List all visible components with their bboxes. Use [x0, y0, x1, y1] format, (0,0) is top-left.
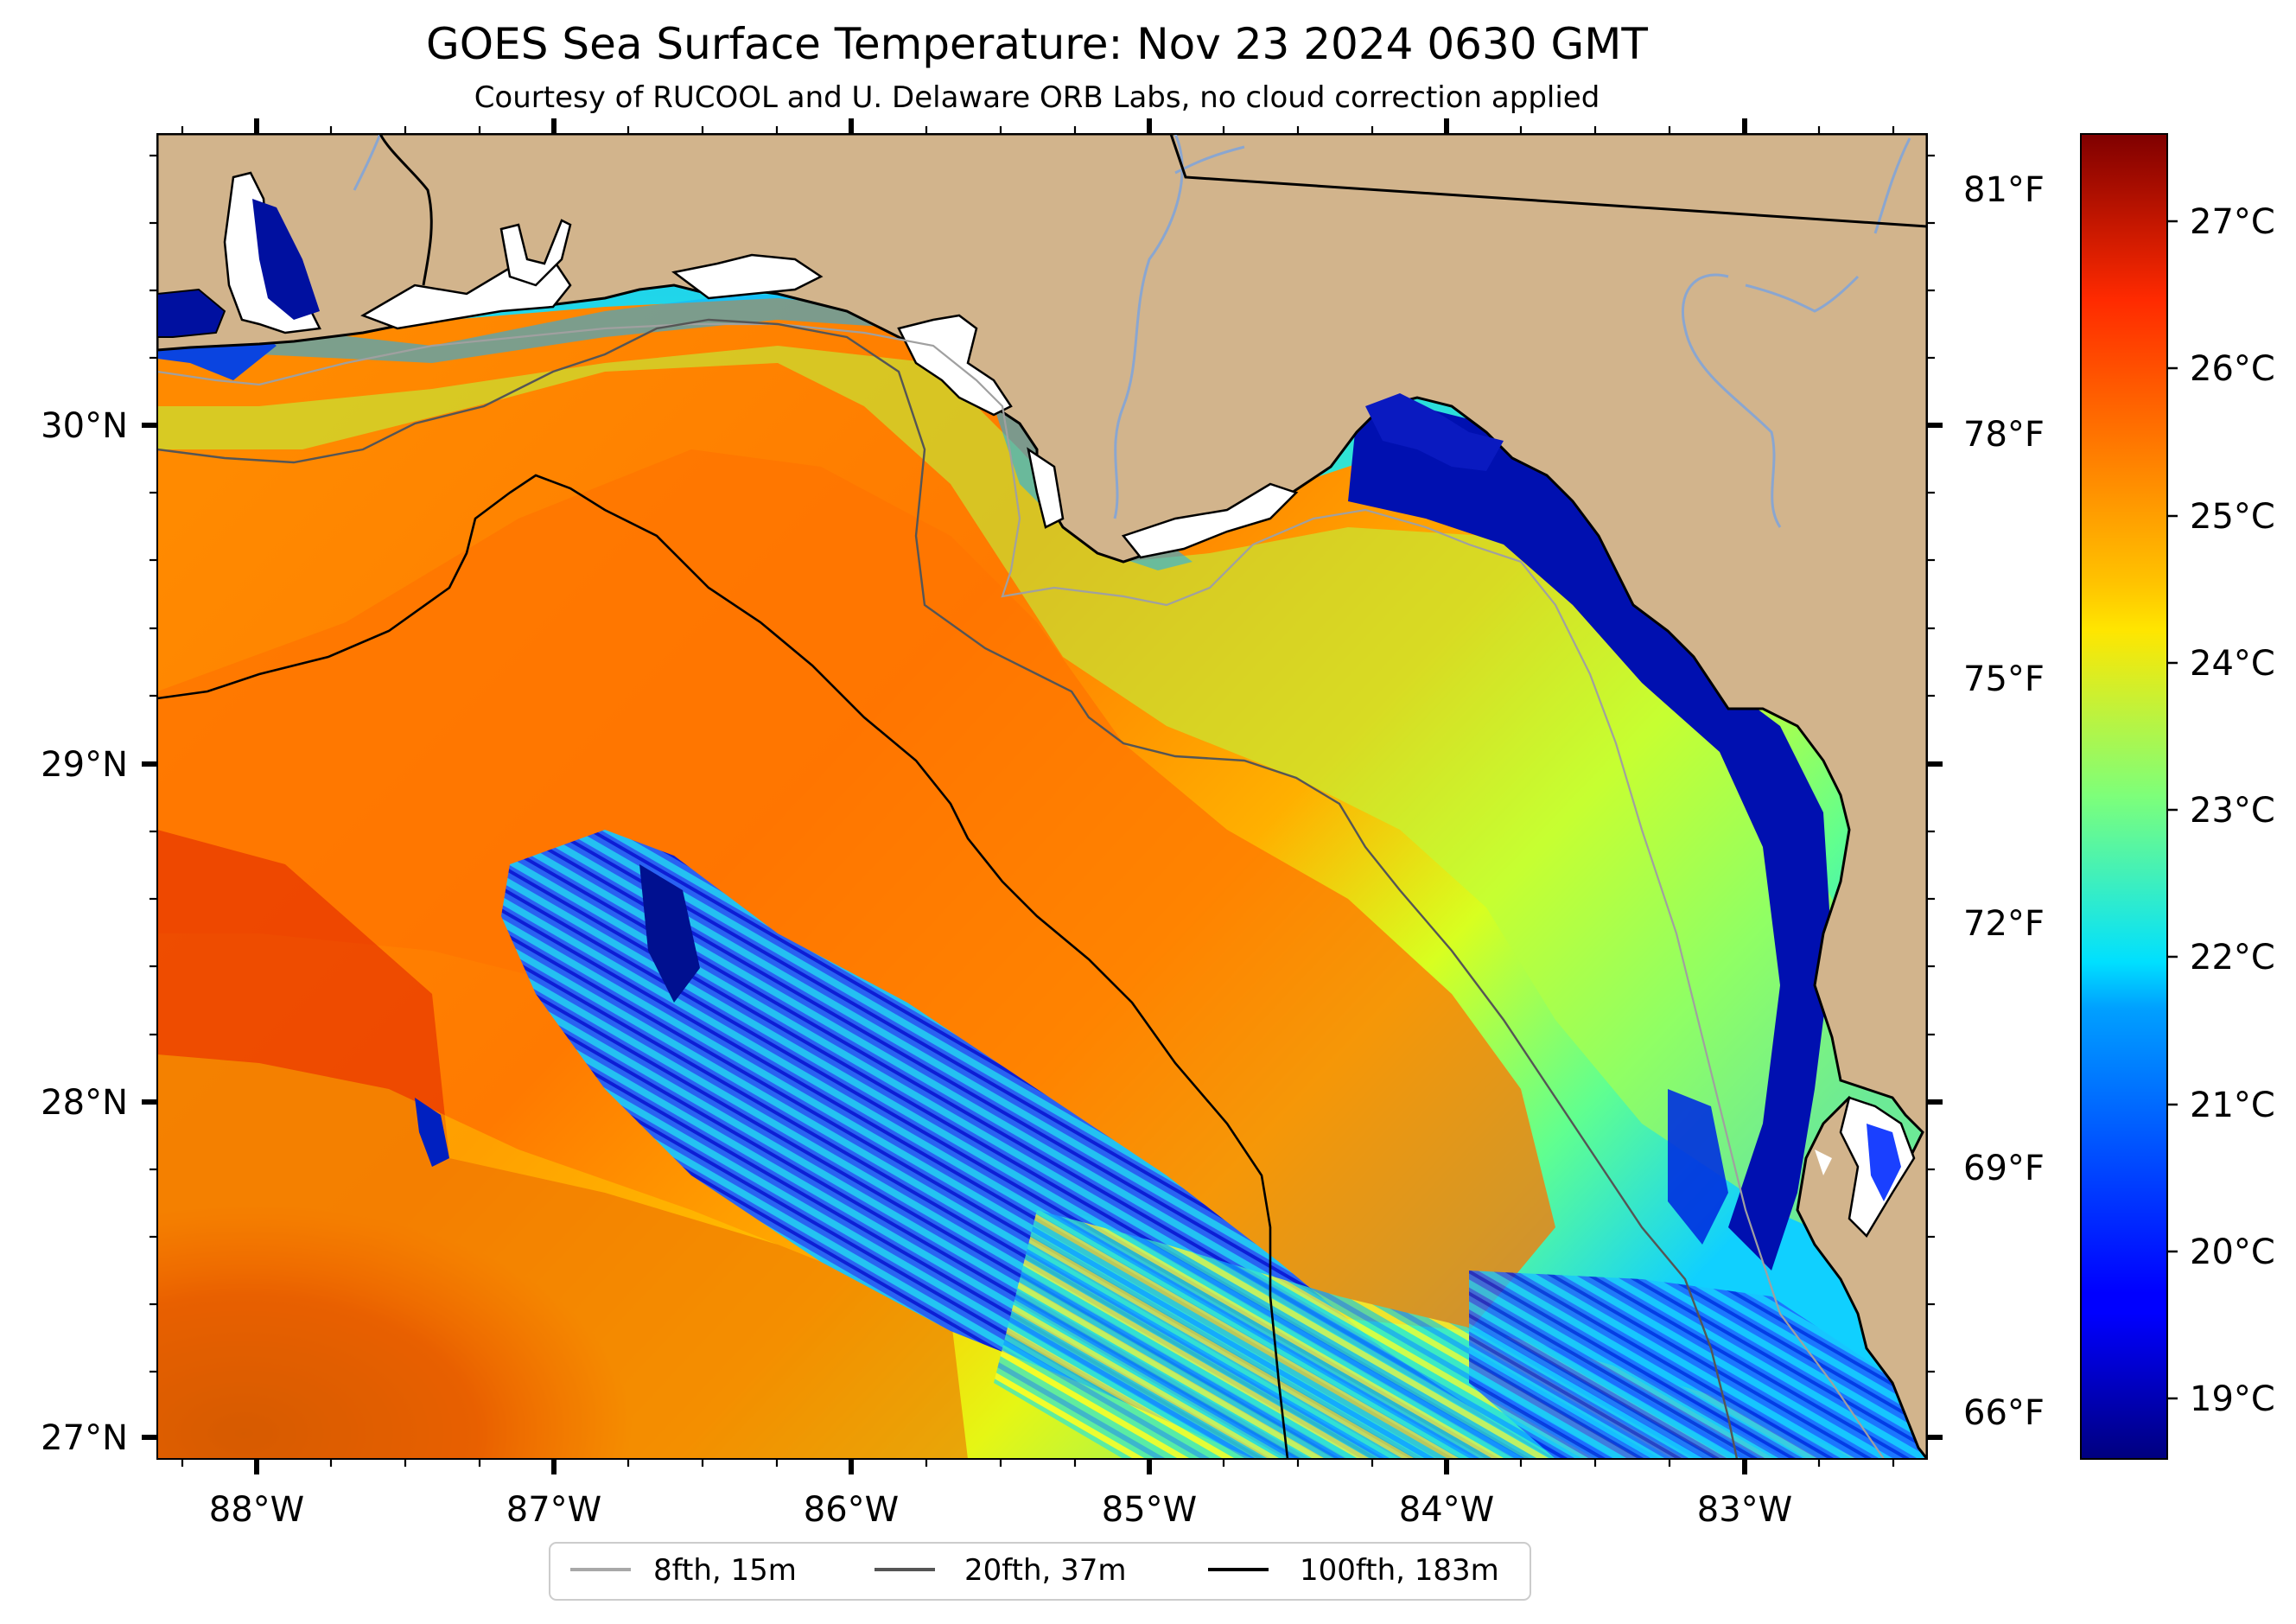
cloud-fleck [1815, 1150, 1832, 1175]
isobath-20fth [157, 318, 1739, 1459]
cbar-label-25c: 25°C [2190, 497, 2275, 537]
lon-label-88w: 88°W [209, 1490, 304, 1530]
lat-label-28n: 28°N [41, 1083, 128, 1123]
f-label-69: 69°F [1963, 1149, 2045, 1188]
lat-ticks [142, 154, 157, 1440]
cbar-label-21c: 21°C [2190, 1086, 2275, 1125]
cbar-label-26c: 26°C [2190, 349, 2275, 389]
lon-label-83w: 83°W [1697, 1490, 1792, 1530]
apalachee-bay-water [1365, 393, 1504, 471]
legend-label-8fth: 8fth, 15m [653, 1553, 797, 1588]
lon-label-85w: 85°W [1102, 1490, 1197, 1530]
chart-title: GOES Sea Surface Temperature: Nov 23 202… [426, 19, 1648, 69]
rivers [353, 134, 1911, 528]
isobath-8fth [157, 322, 1885, 1459]
choctawhatchee-bay [671, 253, 824, 300]
chart-subtitle: Courtesy of RUCOOL and U. Delaware ORB L… [474, 80, 1600, 115]
lat-label-29n: 29°N [41, 745, 128, 785]
lon-label-84w: 84°W [1399, 1490, 1494, 1530]
isobaths [157, 318, 1885, 1459]
f-label-81: 81°F [1963, 170, 2045, 210]
legend-label-20fth: 20fth, 37m [964, 1553, 1127, 1588]
mobile-bay [223, 171, 321, 334]
colorbar: 27°C 26°C 25°C 24°C 23°C 22°C 21°C 20°C … [2080, 133, 2275, 1460]
legend-box [549, 1542, 1531, 1601]
mobile-bay-water [252, 199, 320, 320]
cbar-label-27c: 27°C [2190, 202, 2275, 242]
fahrenheit-ticks [1927, 154, 1943, 1440]
st-joseph-bay [1027, 447, 1065, 529]
tampa-bay-water [1867, 1124, 1901, 1201]
southern-fringe [157, 1054, 1383, 1459]
lon-ticks [181, 118, 1895, 1474]
coastal-cold-band [1348, 406, 1832, 1271]
sst-map [157, 134, 1927, 1459]
lat-label-27n: 27°N [41, 1418, 128, 1458]
lon-label-87w: 87°W [506, 1490, 601, 1530]
bay-inlets [499, 219, 572, 287]
cbar-label-19c: 19°C [2190, 1379, 2275, 1419]
cbar-label-23c: 23°C [2190, 791, 2275, 831]
fahrenheit-labels: 81°F 78°F 75°F 72°F 69°F 66°F [1963, 170, 2045, 1433]
cold-spot [415, 1098, 449, 1167]
legend-label-100fth: 100fth, 183m [1300, 1553, 1499, 1588]
warm-core [157, 449, 1555, 1331]
colorbar-gradient [2080, 133, 2168, 1460]
lat-tick-labels: 30°N 29°N 28°N 27°N [41, 406, 128, 1458]
state-borders [378, 134, 1927, 286]
lon-tick-labels: 88°W 87°W 86°W 85°W 84°W 83°W [209, 1490, 1792, 1530]
lon-label-86w: 86°W [804, 1490, 899, 1530]
f-label-78: 78°F [1963, 415, 2045, 455]
cbar-label-22c: 22°C [2190, 938, 2275, 978]
f-label-75: 75°F [1963, 659, 2045, 699]
map-frame [156, 133, 1928, 1460]
st-andrew-bay [897, 314, 1013, 417]
isobath-legend: 8fth, 15m 20fth, 37m 100fth, 183m [549, 1542, 1531, 1601]
f-label-66: 66°F [1963, 1393, 2045, 1433]
lat-label-30n: 30°N [41, 406, 128, 446]
coastal-cold-patch [1668, 1089, 1728, 1245]
warm-southwest-patch [157, 830, 968, 1459]
cbar-label-20c: 20°C [2190, 1232, 2275, 1272]
f-label-72: 72°F [1963, 904, 2045, 944]
apalachicola-bay [1121, 482, 1299, 559]
southeast-cool-water [1469, 1271, 1927, 1459]
mississippi-sound [157, 288, 226, 338]
cbar-label-24c: 24°C [2190, 644, 2275, 684]
transition-band [157, 346, 1927, 1279]
isobath-100fth [157, 474, 1289, 1459]
cold-eddy [639, 864, 700, 1003]
